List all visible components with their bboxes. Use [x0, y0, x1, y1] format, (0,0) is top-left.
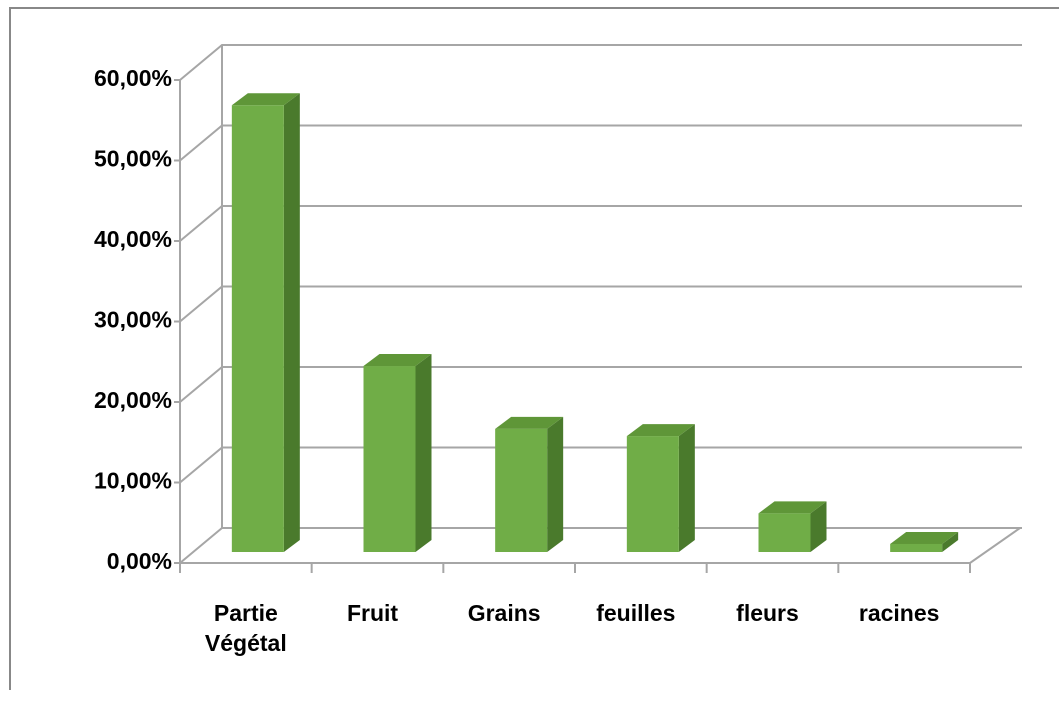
x-tick-label: racines: [858, 600, 940, 626]
y-tick-label: 50,00%: [94, 146, 172, 172]
bar-side: [415, 354, 432, 552]
bar: [758, 513, 811, 552]
grid-line: [179, 285, 1022, 323]
y-tick-label: 20,00%: [94, 387, 172, 413]
bar-top: [495, 416, 564, 429]
grid-line: [179, 205, 1022, 242]
x-tick-label: feuilles: [596, 600, 676, 626]
y-tick-label: 0,00%: [107, 548, 172, 574]
grid-line: [179, 124, 1022, 162]
bar-top: [626, 424, 695, 437]
bar-side: [678, 424, 695, 552]
y-tick-label: 10,00%: [94, 468, 172, 494]
x-tick-label: Grains: [467, 600, 541, 626]
bar-top: [231, 93, 300, 106]
bar-side: [810, 501, 827, 552]
chart-border: [9, 7, 1059, 690]
bar: [495, 428, 548, 552]
bar-top: [890, 531, 959, 544]
y-tick-label: 30,00%: [94, 307, 172, 333]
x-tick-label: Partie Végétal: [204, 600, 287, 656]
grid-line: [179, 446, 1022, 484]
bar-top: [363, 354, 432, 367]
bar-side: [942, 531, 959, 552]
bar-side: [547, 416, 564, 552]
y-tick-label: 40,00%: [94, 226, 172, 252]
bar: [231, 105, 284, 552]
y-tick-label: 60,00%: [94, 65, 172, 91]
bar-top: [758, 501, 827, 514]
bar: [626, 436, 679, 552]
grid-line: [179, 527, 1022, 564]
x-tick-label: fleurs: [736, 600, 799, 626]
grid-line: [179, 366, 1022, 403]
bar: [363, 366, 416, 552]
bar: [890, 543, 943, 552]
x-tick-label: Fruit: [346, 600, 399, 626]
bar-side: [283, 93, 300, 552]
grid-line: [179, 44, 1022, 81]
